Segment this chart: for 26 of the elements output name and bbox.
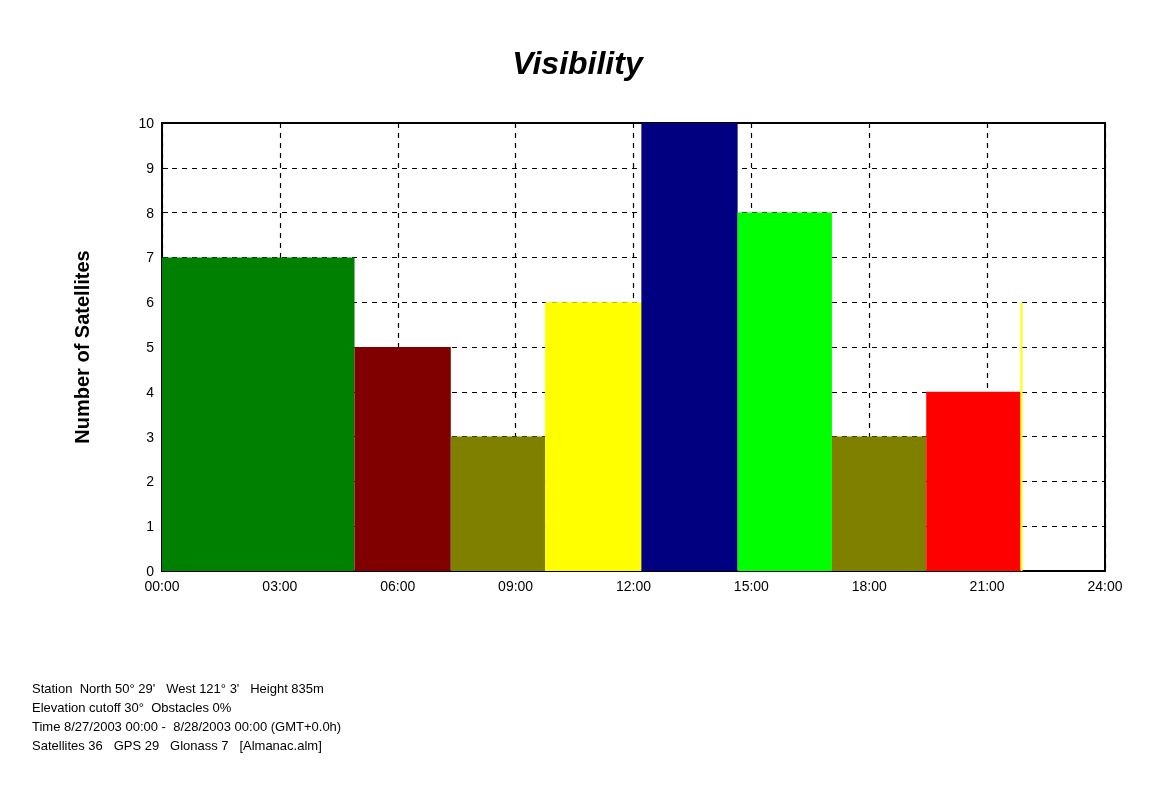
y-tick-label: 0 xyxy=(146,563,155,579)
y-tick-label: 9 xyxy=(146,159,155,176)
text: Time 8/27/2003 00:00 - 8/28/2003 00:00 (GMT+0.0h) xyxy=(32,719,342,734)
y-tick-label: 2 xyxy=(146,473,155,490)
x-tick-label: 09:00 xyxy=(498,578,534,594)
y-tick-label: 3 xyxy=(146,428,155,445)
text: Elevation cutoff 30° Obstacles 0% xyxy=(32,700,232,715)
x-tick-label: 18:00 xyxy=(851,578,887,594)
y-tick-label: 6 xyxy=(146,294,155,311)
y-tick-label: 10 xyxy=(138,115,155,131)
y-tick-label: 8 xyxy=(146,204,155,221)
x-tick-label: 15:00 xyxy=(733,578,770,594)
x-tick-label: 03:00 xyxy=(262,578,298,594)
x-tick-label: 21:00 xyxy=(969,578,1005,594)
y-axis-title: Number of Satellites xyxy=(71,250,93,444)
chart-title: Visibility xyxy=(512,45,645,81)
x-tick-label: 06:00 xyxy=(380,578,416,594)
y-tick-label: 1 xyxy=(146,518,155,535)
y-tick-label: 4 xyxy=(146,383,155,400)
x-tick-label: 00:00 xyxy=(144,578,180,594)
y-tick-label: 5 xyxy=(146,339,155,355)
y-tick-label: 7 xyxy=(146,249,155,266)
text: Satellites 36 GPS 29 Glonass 7 [Almanac.alm] xyxy=(32,738,322,753)
x-tick-label: 12:00 xyxy=(615,578,652,594)
text: Station North 50° 29' West 121° 3' Height 835m xyxy=(32,681,324,696)
x-tick-label: 24:00 xyxy=(1087,578,1123,594)
